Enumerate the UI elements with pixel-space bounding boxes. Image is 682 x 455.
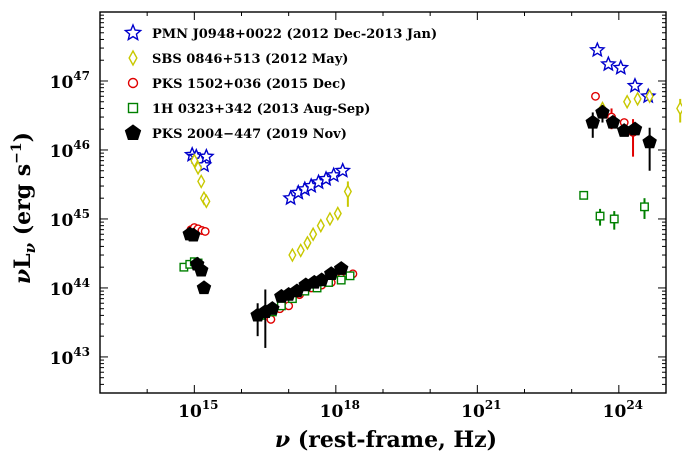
legend-marker xyxy=(123,23,143,41)
data-point xyxy=(333,206,342,221)
plot-frame xyxy=(99,11,667,394)
data-point xyxy=(265,301,280,315)
data-point xyxy=(585,114,601,129)
legend-marker xyxy=(127,102,139,114)
y-tick-label: 1045 xyxy=(50,207,90,231)
data-point xyxy=(303,235,312,251)
y-tick-label: 1047 xyxy=(50,69,90,93)
data-point xyxy=(676,100,682,116)
data-point xyxy=(197,147,215,164)
x-tick-label: 1024 xyxy=(603,398,643,422)
data-point xyxy=(640,202,649,212)
x-tick-label: 1021 xyxy=(461,398,501,422)
legend-marker xyxy=(127,77,139,89)
series-pentagon xyxy=(182,104,657,348)
data-point xyxy=(595,211,605,221)
data-point xyxy=(595,104,610,119)
x-tick-label: 1018 xyxy=(320,398,360,422)
data-point xyxy=(190,153,199,169)
data-point xyxy=(623,94,632,110)
axis-ticks: 1015 1018 1021 1024 1043 1044 1045 1046 1047 xyxy=(50,11,667,422)
data-point xyxy=(645,88,654,104)
data-point xyxy=(627,121,643,136)
y-axis-title: νLν (erg s−1) xyxy=(9,132,39,284)
data-point xyxy=(186,227,201,242)
data-point xyxy=(309,226,318,242)
legend-label: 1H 0323+342 (2013 Aug-Sep) xyxy=(152,102,370,117)
data-point xyxy=(193,262,209,277)
legend-label: SBS 0846+513 (2012 May) xyxy=(152,52,348,67)
data-point xyxy=(193,160,203,176)
data-point xyxy=(343,184,352,199)
data-point xyxy=(345,271,355,281)
data-point xyxy=(333,261,349,275)
data-point xyxy=(588,41,606,58)
series-star xyxy=(183,41,657,206)
data-point xyxy=(325,211,335,227)
data-point xyxy=(626,77,644,93)
data-point xyxy=(633,91,642,107)
legend-label: PKS 1502+036 (2015 Dec) xyxy=(152,77,346,92)
data-point xyxy=(296,242,305,258)
data-point xyxy=(591,91,600,101)
data-point xyxy=(579,190,589,200)
y-tick-label: 1044 xyxy=(50,276,90,300)
legend: PMN J0948+0022 (2012 Dec-2013 Jan) SBS 08… xyxy=(123,23,437,142)
data-point xyxy=(334,161,352,178)
data-point xyxy=(288,247,297,263)
data-points xyxy=(179,41,682,348)
legend-label: PMN J0948+0022 (2012 Dec-2013 Jan) xyxy=(152,27,437,42)
data-point xyxy=(197,173,206,189)
data-point xyxy=(612,59,630,75)
legend-label: PKS 2004−447 (2019 Nov) xyxy=(152,127,347,142)
plot-border xyxy=(99,11,667,394)
legend-marker xyxy=(128,49,138,67)
data-point xyxy=(200,226,210,236)
x-tick-label: 1015 xyxy=(178,398,218,422)
series-square xyxy=(179,190,649,320)
x-axis-title: ν (rest-frame, Hz) xyxy=(275,427,497,453)
y-tick-label: 1046 xyxy=(50,138,90,162)
data-point xyxy=(196,280,212,295)
data-point xyxy=(316,218,325,234)
data-point xyxy=(202,193,211,209)
data-point xyxy=(599,55,617,72)
data-point xyxy=(642,134,657,149)
legend-marker xyxy=(124,124,142,140)
data-point xyxy=(336,275,346,285)
data-point xyxy=(609,214,619,224)
y-tick-label: 1043 xyxy=(50,345,90,369)
data-point xyxy=(284,301,294,311)
data-point xyxy=(605,114,621,129)
